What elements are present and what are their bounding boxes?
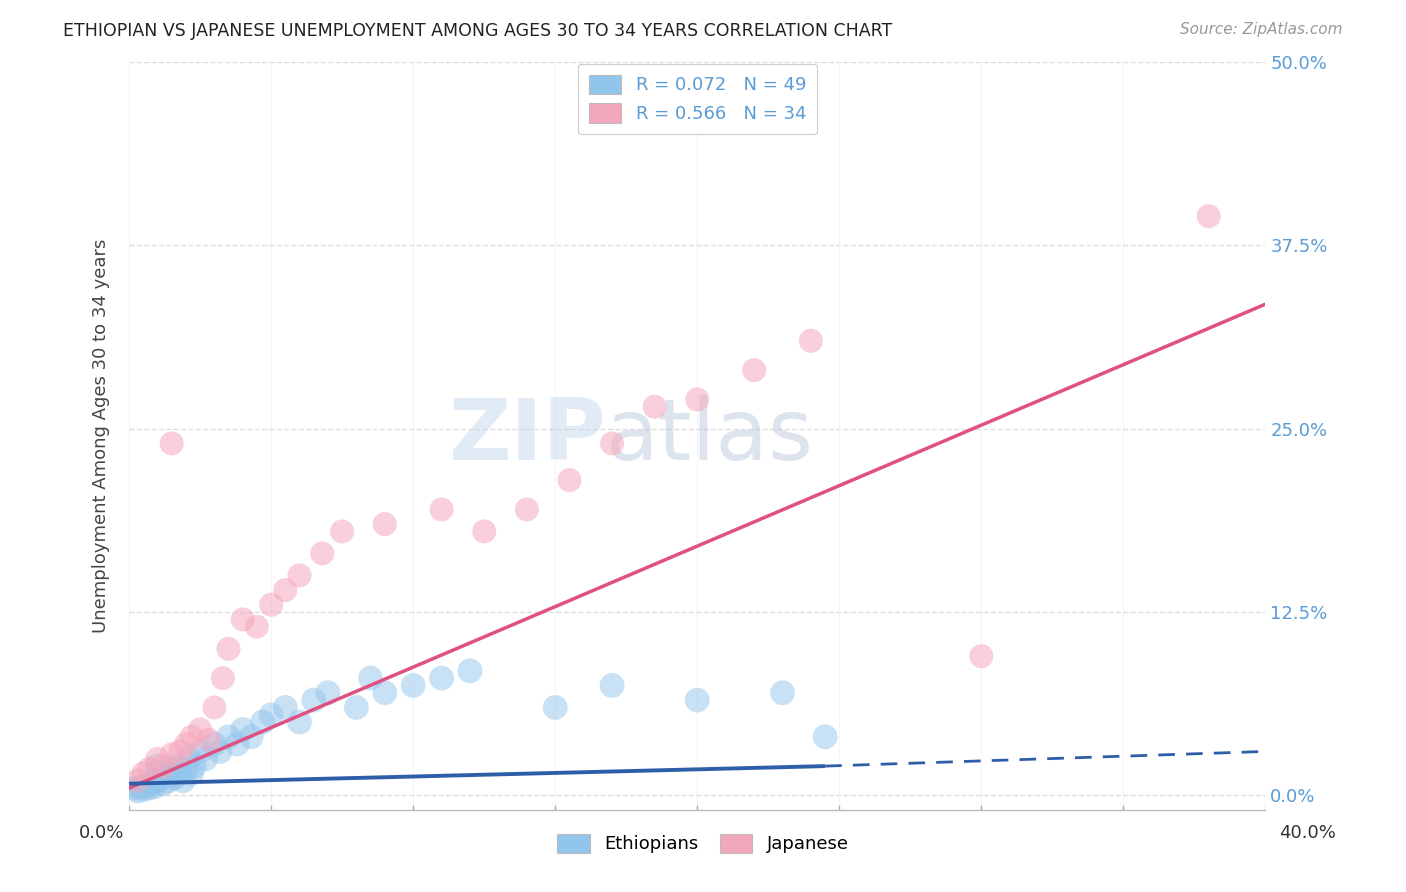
Text: 0.0%: 0.0% [79, 824, 124, 842]
Point [600, 436, 623, 450]
Point [188, 723, 211, 737]
Point [155, 766, 177, 780]
Point [149, 771, 172, 785]
Point [458, 664, 481, 678]
Point [260, 707, 283, 722]
Point [160, 762, 183, 776]
Point [172, 773, 194, 788]
Point [430, 502, 453, 516]
Text: ETHIOPIAN VS JAPANESE UNEMPLOYMENT AMONG AGES 30 TO 34 YEARS CORRELATION CHART: ETHIOPIAN VS JAPANESE UNEMPLOYMENT AMONG… [63, 22, 893, 40]
Point [208, 744, 231, 758]
Point [177, 752, 200, 766]
Point [146, 773, 169, 788]
Point [374, 517, 396, 532]
Point [274, 583, 297, 598]
Point [135, 778, 157, 792]
Point [202, 700, 225, 714]
Point [183, 759, 205, 773]
Point [260, 598, 283, 612]
Point [374, 686, 396, 700]
Point [218, 641, 240, 656]
Text: Source: ZipAtlas.com: Source: ZipAtlas.com [1180, 22, 1343, 37]
Point [169, 766, 191, 780]
Point [157, 773, 180, 788]
Point [402, 678, 425, 692]
Point [360, 671, 382, 685]
Point [141, 777, 163, 791]
Point [772, 686, 794, 700]
Point [232, 612, 254, 626]
Point [226, 737, 249, 751]
Point [160, 747, 183, 762]
Point [132, 782, 155, 797]
Point [127, 773, 149, 788]
Point [742, 363, 765, 377]
Text: atlas: atlas [606, 394, 814, 477]
Point [174, 762, 197, 776]
Point [246, 620, 269, 634]
Point [202, 737, 225, 751]
Point [686, 392, 709, 407]
Point [197, 732, 219, 747]
Point [1198, 209, 1220, 223]
Point [316, 686, 339, 700]
Point [152, 759, 174, 773]
Point [430, 671, 453, 685]
Point [600, 678, 623, 692]
Point [970, 649, 993, 664]
Point [288, 715, 311, 730]
Point [274, 700, 297, 714]
Point [146, 759, 169, 773]
Point [146, 752, 169, 766]
Point [166, 759, 188, 773]
Point [232, 723, 254, 737]
Text: ZIP: ZIP [449, 394, 606, 477]
Point [240, 730, 263, 744]
Point [558, 473, 581, 487]
Point [180, 730, 202, 744]
Point [152, 777, 174, 791]
Point [129, 780, 152, 794]
Point [124, 781, 146, 796]
Point [686, 693, 709, 707]
Point [132, 766, 155, 780]
Point [194, 752, 217, 766]
Point [516, 502, 538, 516]
Legend: R = 0.072   N = 49, R = 0.566   N = 34: R = 0.072 N = 49, R = 0.566 N = 34 [578, 63, 817, 134]
Point [302, 693, 325, 707]
Point [160, 436, 183, 450]
Point [138, 762, 160, 776]
Text: 40.0%: 40.0% [1279, 824, 1336, 842]
Point [252, 715, 274, 730]
Point [138, 781, 160, 796]
Point [288, 568, 311, 582]
Point [127, 784, 149, 798]
Point [544, 700, 567, 714]
Point [146, 766, 169, 780]
Point [188, 744, 211, 758]
Point [143, 780, 166, 794]
Point [211, 671, 233, 685]
Point [814, 730, 837, 744]
Point [174, 737, 197, 751]
Point [644, 400, 666, 414]
Legend: Ethiopians, Japanese: Ethiopians, Japanese [550, 827, 856, 861]
Point [472, 524, 495, 539]
Y-axis label: Unemployment Among Ages 30 to 34 years: Unemployment Among Ages 30 to 34 years [93, 239, 110, 633]
Point [311, 546, 333, 560]
Point [169, 744, 191, 758]
Point [218, 730, 240, 744]
Point [344, 700, 367, 714]
Point [180, 766, 202, 780]
Point [330, 524, 353, 539]
Point [163, 771, 186, 785]
Point [800, 334, 823, 348]
